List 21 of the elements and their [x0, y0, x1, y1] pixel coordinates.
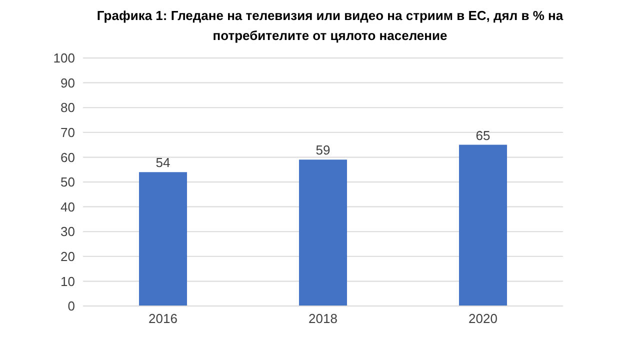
data-label: 65: [476, 128, 490, 143]
y-tick-label: 0: [68, 298, 75, 314]
y-tick-label: 10: [60, 274, 75, 289]
y-tick-label: 80: [60, 100, 75, 116]
x-tick-label: 2018: [308, 311, 338, 326]
bar: [459, 144, 507, 306]
y-tick-label: 30: [60, 224, 75, 240]
y-tick-label: 70: [60, 125, 75, 140]
bar: [139, 172, 187, 306]
data-label: 54: [156, 155, 170, 170]
chart-title: Графика 1: Гледане на телевизия или видео на стриим в ЕС, дял в % на потребителите от цялото население: [96, 7, 564, 45]
x-tick-label: 2016: [148, 311, 178, 326]
y-tick-label: 50: [60, 174, 75, 190]
y-tick-label: 60: [60, 150, 75, 165]
x-tick-label: 2020: [468, 311, 498, 326]
bar: [299, 160, 347, 306]
y-tick-label: 40: [60, 199, 75, 214]
y-tick-label: 100: [53, 50, 75, 66]
data-label: 59: [316, 142, 330, 158]
y-tick-label: 90: [60, 75, 75, 90]
y-tick-label: 20: [60, 249, 75, 264]
